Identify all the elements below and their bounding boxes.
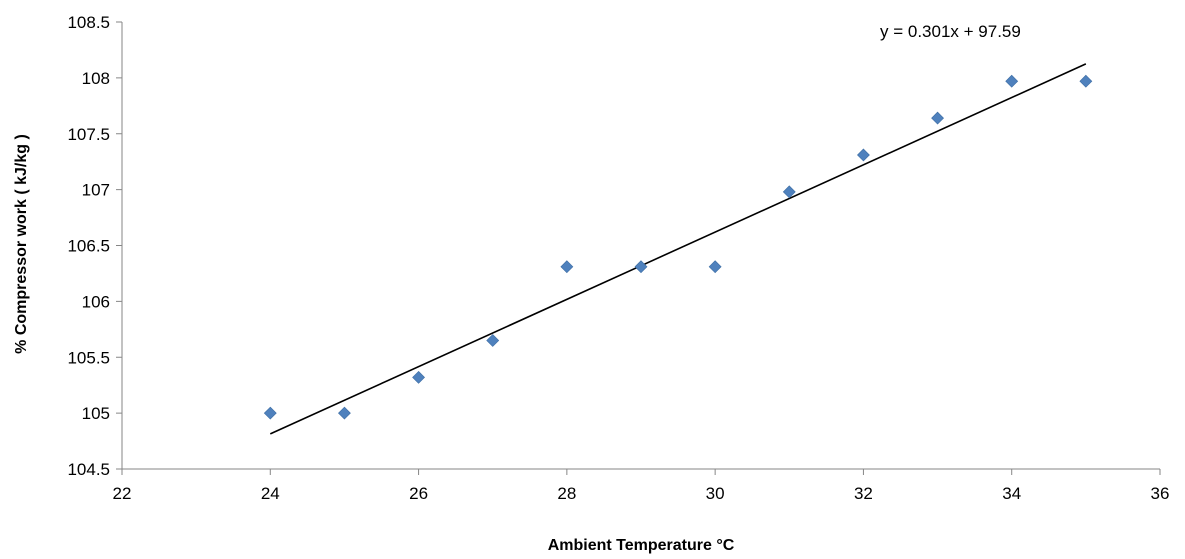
- data-point: [338, 406, 351, 420]
- data-point: [634, 260, 648, 274]
- data-points: [263, 74, 1093, 420]
- data-point: [486, 334, 500, 347]
- y-tick-label: 105: [82, 404, 110, 423]
- x-tick-label: 26: [409, 484, 428, 503]
- x-axis-title: Ambient Temperature °C: [548, 537, 735, 554]
- data-point: [857, 148, 870, 162]
- y-tick-label: 108: [82, 69, 110, 88]
- tick-labels: 104.5 105 105.5 106 106.5 107 107.5 108 108.5 22 2…: [67, 13, 1169, 503]
- data-point: [708, 260, 722, 274]
- data-point: [412, 370, 425, 384]
- annotations: y = 0.301x + 97.59 Ambient Temperature °…: [13, 22, 1021, 554]
- y-tick-label: 107.5: [67, 125, 110, 144]
- y-tick-label: 105.5: [67, 348, 110, 367]
- trendline-equation: y = 0.301x + 97.59: [880, 22, 1021, 41]
- data-point: [1079, 74, 1093, 88]
- x-tick-label: 24: [261, 484, 280, 503]
- y-tick-label: 106.5: [67, 237, 110, 256]
- x-tick-label: 28: [557, 484, 576, 503]
- data-point: [560, 260, 574, 274]
- x-tick-label: 36: [1151, 484, 1170, 503]
- axes: [116, 21, 1161, 475]
- x-tick-label: 22: [113, 484, 132, 503]
- y-tick-label: 106: [82, 292, 110, 311]
- trendline-group: [269, 63, 1087, 435]
- y-axis-title: % Compressor work ( kJ/kg ): [13, 134, 30, 354]
- y-tick-label: 107: [82, 181, 110, 200]
- data-point: [1005, 74, 1019, 88]
- x-tick-label: 34: [1002, 484, 1021, 503]
- y-tick-label: 104.5: [67, 460, 110, 479]
- data-point: [263, 406, 277, 420]
- trendline: [269, 63, 1087, 435]
- x-tick-label: 30: [706, 484, 725, 503]
- data-point: [931, 111, 944, 125]
- y-tick-label: 108.5: [67, 13, 110, 32]
- x-tick-label: 32: [854, 484, 873, 503]
- data-point: [782, 185, 796, 199]
